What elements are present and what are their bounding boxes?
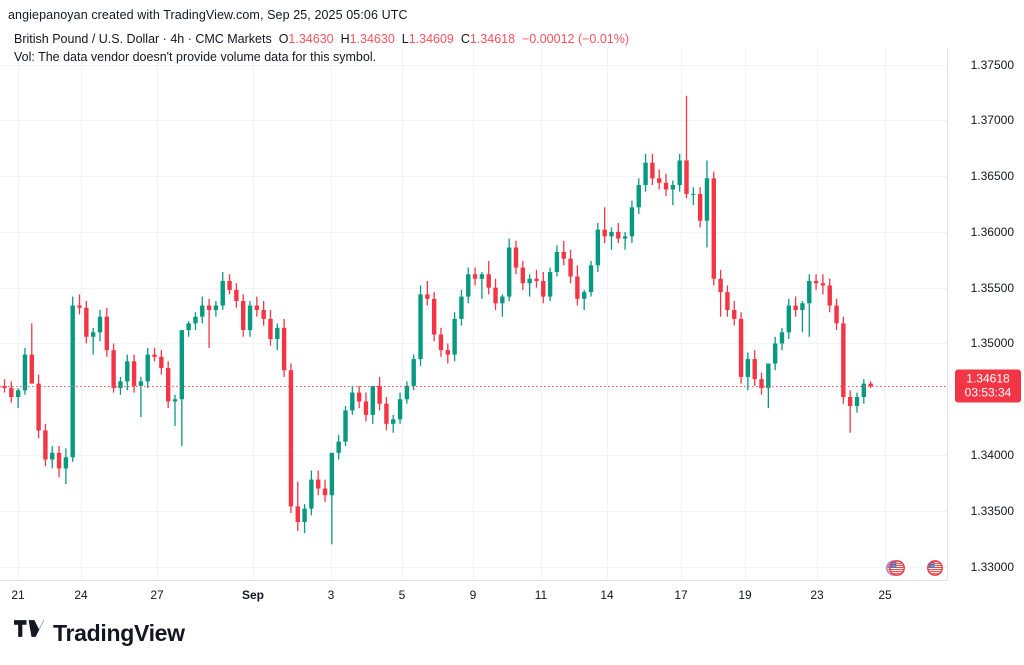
- legend-line-main[interactable]: British Pound / U.S. Dollar · 4h · CMC M…: [14, 32, 629, 46]
- time-tick-label: 9: [469, 588, 477, 602]
- chart-legend: British Pound / U.S. Dollar · 4h · CMC M…: [14, 31, 629, 66]
- tradingview-logo-icon: [14, 620, 44, 647]
- exchange-label: CMC Markets: [195, 32, 272, 46]
- time-tick-label: 23: [810, 588, 824, 602]
- price-tick-label: 1.36000: [970, 224, 1014, 239]
- open-value: 1.34630: [288, 32, 334, 46]
- price-tick-label: 1.36500: [970, 169, 1014, 184]
- economic-event-marker[interactable]: [926, 559, 945, 578]
- price-tick-label: 1.33500: [970, 503, 1014, 518]
- change-value: −0.00012 (−0.01%): [522, 32, 630, 46]
- time-tick-label: 27: [150, 588, 164, 602]
- price-scale-separator: [947, 48, 948, 580]
- time-tick-label: 19: [738, 588, 752, 602]
- candlestick-series: [2, 95, 873, 545]
- current-price-badge[interactable]: 1.34618 03:53:34: [955, 369, 1021, 403]
- time-tick-label: 24: [74, 588, 88, 602]
- chart-plot-area[interactable]: [0, 48, 947, 580]
- time-tick-label: 25: [878, 588, 892, 602]
- low-label: L: [401, 32, 409, 46]
- price-tick-label: 1.37500: [970, 57, 1014, 72]
- current-price-line: [0, 386, 947, 387]
- tradingview-wordmark: TradingView: [53, 620, 185, 646]
- legend-separator-1: ·: [159, 32, 171, 46]
- time-tick-label: 21: [11, 588, 25, 602]
- high-label: H: [340, 32, 350, 46]
- price-scale[interactable]: 1.37500 1.37000 1.36500 1.36000 1.35500 1.350…: [947, 48, 1024, 580]
- current-price-value: 1.34618: [966, 371, 1010, 386]
- volume-note: Vol: The data vendor doesn't provide vol…: [14, 50, 377, 64]
- time-tick-label: 5: [398, 588, 406, 602]
- bar-countdown: 03:53:34: [964, 385, 1012, 400]
- high-value: 1.34630: [349, 32, 395, 46]
- price-tick-label: 1.33000: [970, 559, 1014, 574]
- legend-separator-2: ·: [184, 32, 196, 46]
- close-value: 1.34618: [469, 32, 516, 46]
- time-tick-label: 3: [327, 588, 335, 602]
- symbol-name[interactable]: British Pound / U.S. Dollar: [14, 32, 160, 46]
- attribution-text: angiepanoyan created with TradingView.co…: [8, 8, 408, 22]
- open-label: O: [278, 32, 289, 46]
- time-scale[interactable]: 21 24 27 Sep 3 5 9 11 14 17 19 23 25: [0, 580, 947, 609]
- time-tick-label: 17: [674, 588, 688, 602]
- price-tick-label: 1.34000: [970, 448, 1014, 463]
- price-tick-label: 1.35000: [970, 336, 1014, 351]
- close-label: C: [460, 32, 470, 46]
- tradingview-branding: TradingView: [14, 620, 185, 647]
- low-value: 1.34609: [408, 32, 454, 46]
- price-tick-label: 1.37000: [970, 113, 1014, 128]
- interval-label[interactable]: 4h: [170, 32, 185, 46]
- price-tick-label: 1.35500: [970, 280, 1014, 295]
- economic-event-marker[interactable]: [888, 559, 907, 578]
- time-tick-label: 11: [534, 588, 548, 602]
- time-tick-label: 14: [600, 588, 614, 602]
- time-tick-label: Sep: [241, 588, 265, 602]
